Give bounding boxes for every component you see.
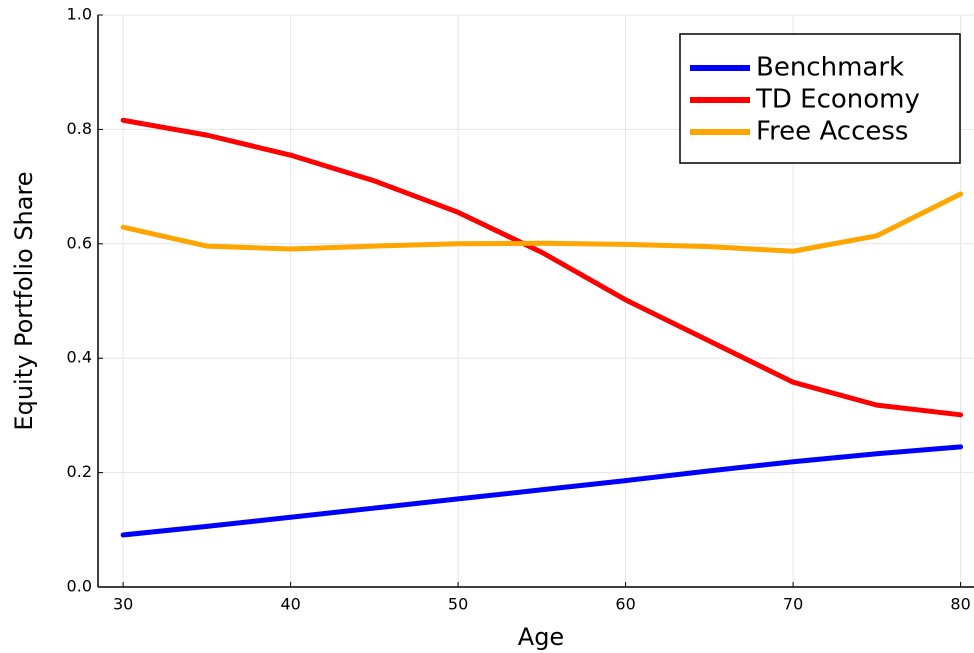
y-axis-label: Equity Portfolio Share: [10, 171, 38, 430]
y-tick-label: 0.4: [67, 348, 92, 367]
y-tick-label: 0.2: [67, 462, 92, 481]
line-series: [120, 117, 964, 418]
x-axis-label: Age: [518, 623, 564, 651]
line-series: [120, 191, 964, 254]
line-series: [120, 444, 964, 538]
x-tick-label: 40: [280, 595, 300, 614]
x-tick-label: 70: [783, 595, 803, 614]
legend-label: Free Access: [756, 117, 908, 147]
y-tick-label: 0.0: [67, 577, 92, 596]
x-tick-label: 30: [113, 595, 133, 614]
y-tick-label: 0.6: [67, 233, 92, 252]
y-tick-label: 1.0: [67, 5, 92, 24]
legend-label: Benchmark: [756, 53, 904, 83]
x-tick-label: 80: [950, 595, 970, 614]
x-tick-label: 60: [615, 595, 635, 614]
x-tick-label: 50: [448, 595, 468, 614]
y-tick-label: 0.8: [67, 119, 92, 138]
legend-label: TD Economy: [755, 85, 920, 115]
